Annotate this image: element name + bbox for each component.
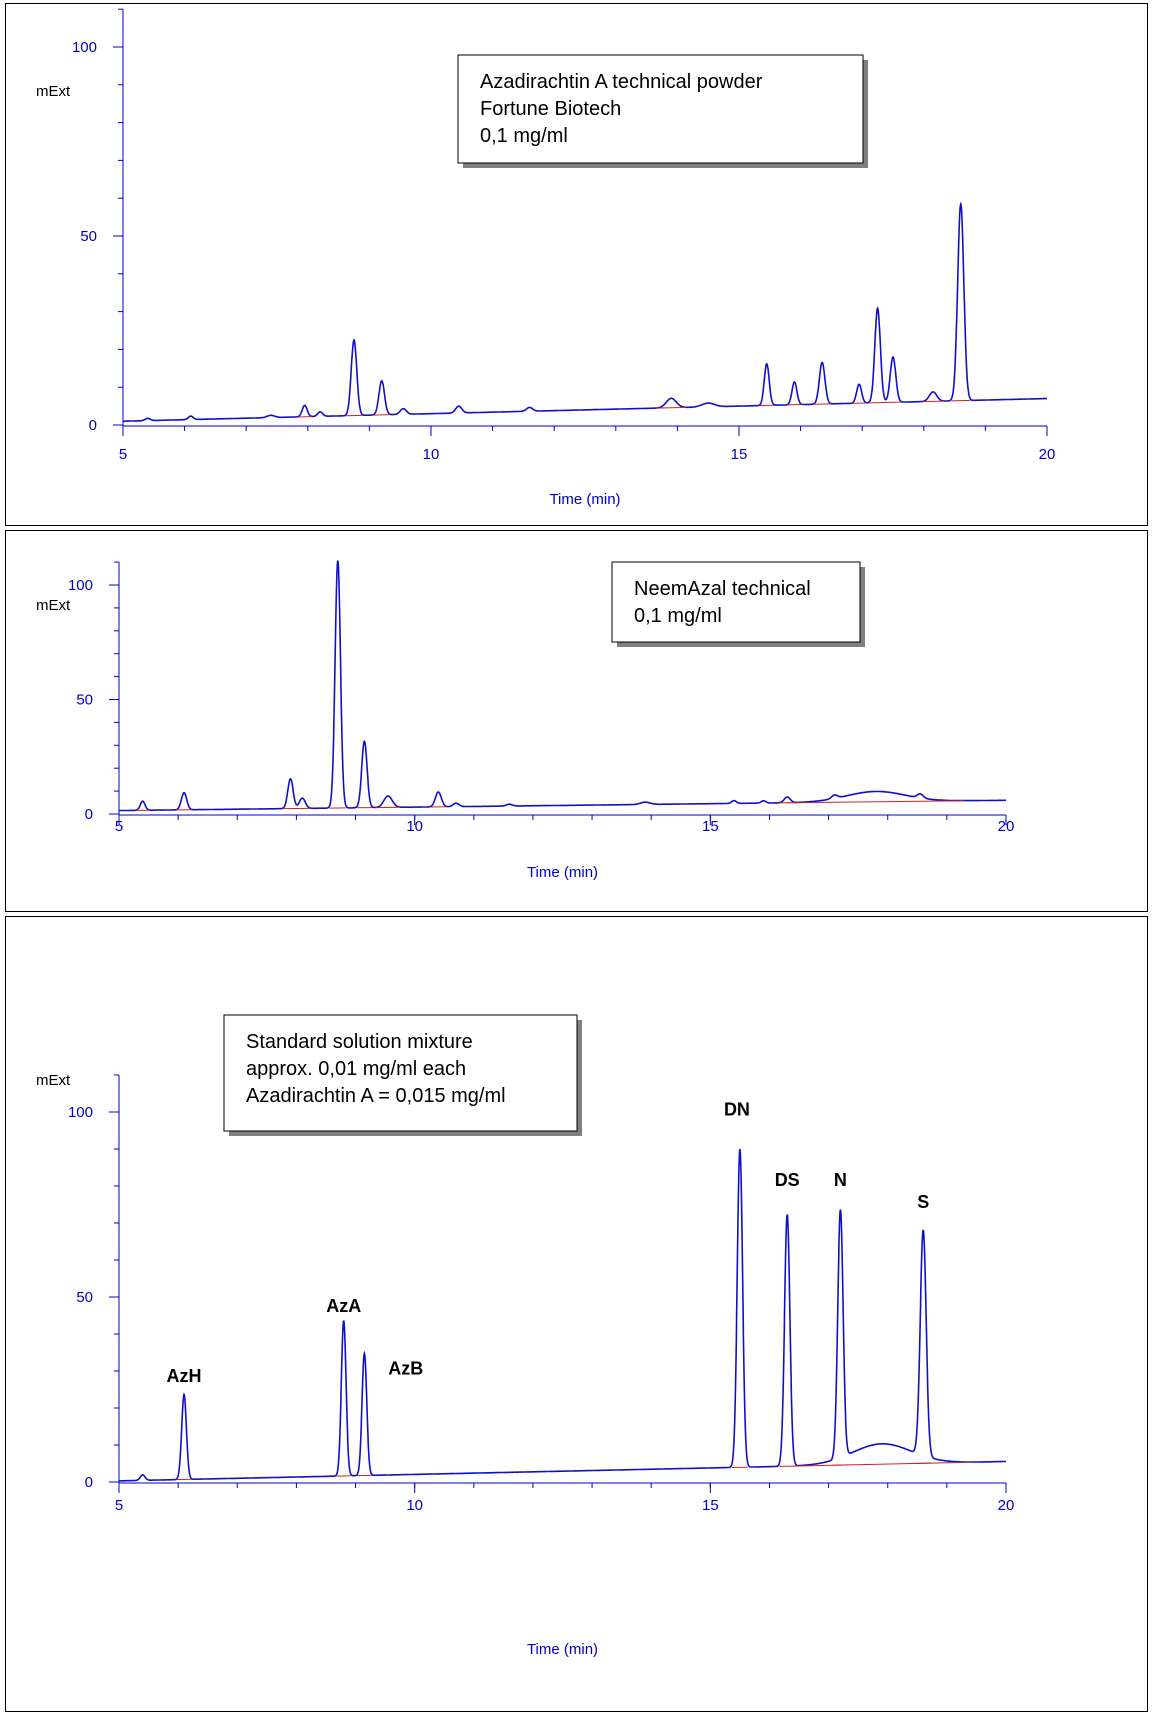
peak-label: DN <box>724 1100 750 1120</box>
chromatogram-panel-2: 0 50 100 5 10 15 20 mExt Time (min) NeemAzal tech… <box>5 530 1148 912</box>
x-tick-label: 15 <box>731 446 748 463</box>
chromatogram-3: 0 50 100 5 10 15 20 mExt Time (min) AzH AzA AzB DN DS… <box>36 1014 1015 1658</box>
x-tick-label: 15 <box>702 818 719 835</box>
peak-label: AzA <box>326 1296 361 1316</box>
y-tick-label: 50 <box>76 692 93 709</box>
chromatogram-trace <box>119 560 1006 812</box>
annotation-line: Azadirachtin A technical powder <box>480 71 763 93</box>
integration-baseline <box>793 1461 971 1467</box>
annotation-line: 0,1 mg/ml <box>480 125 568 147</box>
x-tick-label: 10 <box>423 446 440 463</box>
y-tick-label: 100 <box>68 577 93 594</box>
peak-label: N <box>834 1170 847 1190</box>
annotation-box <box>223 1014 578 1132</box>
x-axis-label: Time (min) <box>527 1641 598 1658</box>
chromatogram-2: 0 50 100 5 10 15 20 mExt Time (min) NeemAzal tech… <box>36 560 1015 881</box>
annotation-line: Azadirachtin A = 0,015 mg/ml <box>246 1085 506 1107</box>
annotation-line: Standard solution mixture <box>246 1031 473 1053</box>
x-tick-label: 5 <box>115 1497 123 1514</box>
chromatogram-1: 0 50 100 5 10 15 20 mExt Time (min) Azadirachtin … <box>36 8 1056 508</box>
peak-label: DS <box>775 1170 800 1190</box>
peak-label: S <box>917 1192 929 1212</box>
x-tick-label: 20 <box>1039 446 1056 463</box>
y-axis-label: mExt <box>36 1072 71 1089</box>
annotation-line: 0,1 mg/ml <box>634 605 722 627</box>
chromatogram-trace <box>123 201 1047 422</box>
x-tick-label: 5 <box>115 818 123 835</box>
peak-label: AzH <box>167 1366 202 1386</box>
annotation-line: approx. 0,01 mg/ml each <box>246 1058 466 1080</box>
annotation-box <box>457 54 864 164</box>
annotation-line: Fortune Biotech <box>480 98 621 120</box>
y-tick-label: 0 <box>85 806 93 823</box>
x-tick-label: 15 <box>702 1497 719 1514</box>
y-tick-label: 50 <box>80 228 97 245</box>
x-tick-label: 20 <box>998 818 1015 835</box>
x-tick-label: 10 <box>406 818 423 835</box>
chromatogram-trace <box>119 1148 1006 1482</box>
chromatogram-panel-3: 0 50 100 5 10 15 20 mExt Time (min) AzH AzA AzB DN DS… <box>5 916 1148 1712</box>
peak-label: AzB <box>388 1359 423 1379</box>
y-axis-label: mExt <box>36 83 71 100</box>
x-tick-label: 10 <box>406 1497 423 1514</box>
x-axis-label: Time (min) <box>527 864 598 881</box>
y-axis-label: mExt <box>36 597 71 614</box>
x-axis-label: Time (min) <box>549 491 620 508</box>
annotation-box <box>611 561 861 643</box>
y-tick-label: 0 <box>89 417 97 434</box>
annotation-line: NeemAzal technical <box>634 578 811 600</box>
x-tick-label: 20 <box>998 1497 1015 1514</box>
x-tick-label: 5 <box>119 446 127 463</box>
y-tick-label: 100 <box>72 39 97 56</box>
integration-baseline <box>787 800 965 804</box>
chromatogram-panel-1: 0 50 100 5 10 15 20 mExt Time (min) Azadirachtin … <box>5 3 1148 526</box>
y-tick-label: 0 <box>85 1474 93 1491</box>
integration-baseline <box>921 400 945 403</box>
y-tick-label: 100 <box>68 1104 93 1121</box>
integration-baseline <box>656 406 687 409</box>
y-tick-label: 50 <box>76 1289 93 1306</box>
